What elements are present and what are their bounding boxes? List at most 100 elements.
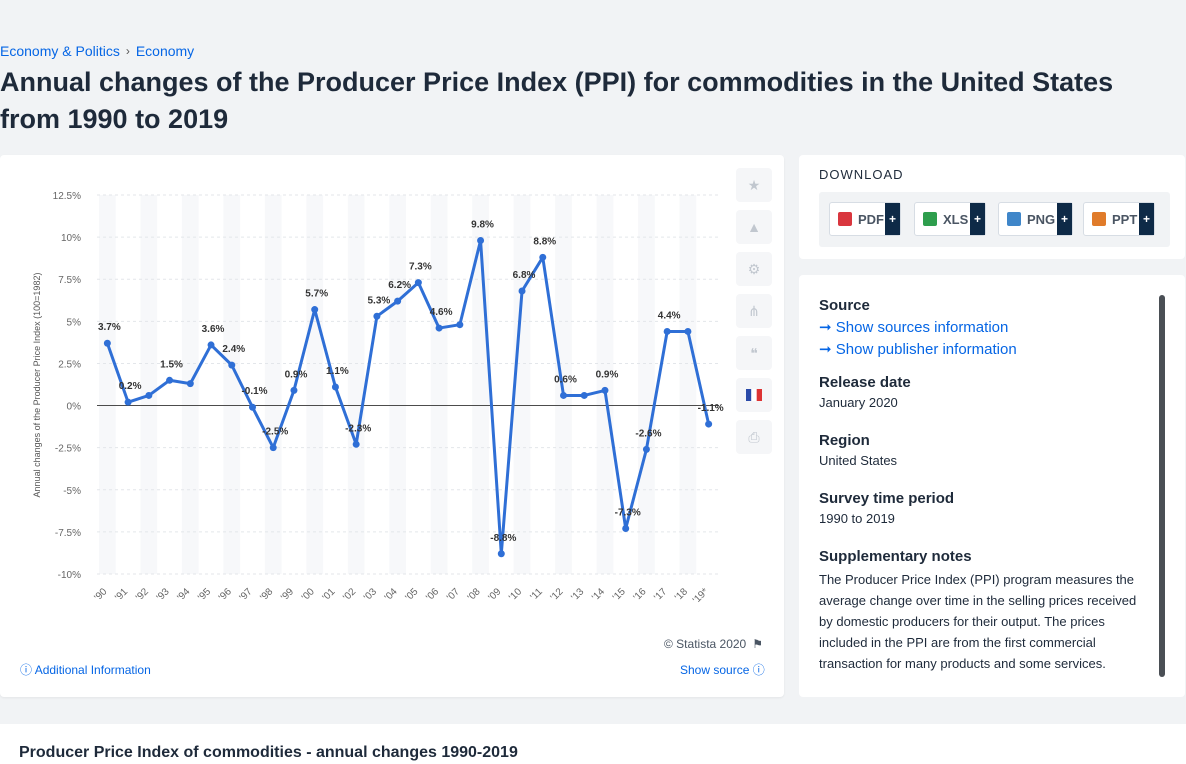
x-tick-label: '04 [383, 586, 400, 603]
ppt-file-icon [1092, 212, 1106, 226]
x-tick-label: '13 [569, 586, 586, 603]
plus-icon[interactable]: + [885, 203, 900, 235]
page-title: Annual changes of the Producer Price Ind… [0, 67, 1114, 134]
x-tick-label: '09 [486, 586, 503, 603]
data-label: 0.9% [285, 369, 308, 380]
x-tick-label: '15 [611, 586, 628, 603]
data-point [684, 327, 692, 335]
data-point [290, 386, 298, 394]
column-band [140, 195, 158, 574]
data-label: -8.8% [490, 533, 516, 544]
data-point [705, 420, 713, 428]
favorite-star-icon[interactable]: ★ [736, 168, 772, 202]
download-png-button[interactable]: PNG + [998, 202, 1073, 236]
data-point [166, 376, 174, 384]
data-point [207, 341, 215, 349]
plus-icon[interactable]: + [1057, 203, 1072, 235]
x-tick-label: '18 [673, 586, 690, 603]
column-band [430, 195, 448, 574]
x-tick-label: '06 [424, 586, 441, 603]
data-point [352, 440, 360, 448]
show-sources-label: Show sources information [835, 319, 1009, 336]
data-label: 3.6% [202, 324, 225, 335]
flag-report-icon[interactable]: ⚑ [752, 637, 763, 651]
data-label: 6.2% [388, 280, 411, 291]
data-point [580, 391, 588, 399]
plus-icon[interactable]: + [1139, 203, 1154, 235]
data-point [456, 321, 464, 329]
show-source-link[interactable]: Show source ⓘ [680, 661, 765, 678]
supplementary-notes-heading: Supplementary notes [819, 548, 972, 565]
column-band [389, 195, 406, 574]
info-scrollbar-thumb[interactable] [1159, 295, 1165, 677]
related-section: Producer Price Index of commodities - an… [0, 724, 1186, 764]
french-flag-icon[interactable] [736, 378, 772, 412]
download-heading: DOWNLOAD [819, 167, 904, 182]
download-xls-button[interactable]: XLS + [914, 202, 986, 236]
column-band [223, 195, 241, 574]
data-point [394, 297, 402, 305]
y-tick-label: 10% [61, 233, 81, 244]
x-tick-label: '16 [632, 586, 649, 603]
data-point [518, 287, 526, 295]
breadcrumb: Economy & Politics › Economy [0, 43, 194, 59]
copyright-notice: © Statista 2020 ⚑ [664, 637, 763, 651]
x-tick-label: '05 [403, 586, 420, 603]
breadcrumb-economy-politics[interactable]: Economy & Politics [0, 43, 120, 59]
x-tick-label: '99 [279, 586, 296, 603]
data-point [269, 444, 277, 452]
y-tick-label: 7.5% [58, 275, 81, 286]
region-value: United States [819, 453, 898, 468]
show-publisher-link[interactable]: ➞ Show publisher information [819, 340, 1139, 358]
print-icon[interactable]: ⎙ [736, 420, 772, 454]
data-point [311, 306, 319, 314]
data-label: 5.3% [368, 295, 391, 306]
download-buttons: PDF + XLS + PNG + PPT + [819, 192, 1170, 247]
download-png-label: PNG [1027, 211, 1056, 227]
info-scrollbar[interactable] [1159, 295, 1165, 677]
arrow-right-icon: ➞ [819, 341, 836, 358]
info-icon: ⓘ [752, 663, 765, 677]
data-point [103, 339, 111, 347]
line-chart: 12.5% 10% 7.5% 5% 2.5% 0% -2.5% -5% -7.5% -10% Ann… [32, 191, 724, 606]
supplementary-notes-text: The Producer Price Index (PPI) program m… [819, 572, 1137, 671]
settings-gear-icon[interactable]: ⚙ [736, 252, 772, 286]
data-label: 0.6% [554, 374, 577, 385]
data-point [435, 324, 443, 332]
download-ppt-label: PPT [1112, 211, 1138, 227]
data-point [642, 445, 650, 453]
data-label: -0.1% [241, 386, 267, 397]
x-tick-label: '19* [691, 586, 711, 606]
download-pdf-button[interactable]: PDF + [829, 202, 901, 236]
data-label: 4.6% [430, 307, 453, 318]
x-tick-label: '97 [238, 586, 255, 603]
additional-information-link[interactable]: ⓘ Additional Information [20, 661, 151, 678]
chart-toolbar: ★ ▲ ⚙ ⋔ ❝ ⎙ [736, 168, 772, 462]
download-ppt-button[interactable]: PPT + [1083, 202, 1155, 236]
x-tick-label: '10 [507, 586, 524, 603]
data-point [331, 383, 339, 391]
data-point [373, 312, 381, 320]
data-label: 5.7% [305, 289, 328, 300]
plus-icon[interactable]: + [970, 203, 985, 235]
x-tick-label: '96 [217, 586, 234, 603]
y-tick-label: 0% [67, 402, 82, 413]
arrow-right-icon: ➞ [819, 319, 836, 336]
x-tick-label: '92 [134, 586, 151, 603]
data-label: 7.3% [409, 262, 432, 273]
breadcrumb-separator: › [125, 44, 130, 58]
x-tick-label: '90 [92, 586, 109, 603]
y-tick-label: -10% [58, 570, 81, 581]
share-icon[interactable]: ⋔ [736, 294, 772, 328]
notification-bell-icon[interactable]: ▲ [736, 210, 772, 244]
x-tick-label: '02 [341, 586, 358, 603]
show-sources-link[interactable]: ➞ Show sources information [819, 318, 1139, 336]
data-point [145, 391, 153, 399]
x-tick-label: '93 [155, 586, 172, 603]
citation-quote-icon[interactable]: ❝ [736, 336, 772, 370]
additional-information-label: Additional Information [34, 663, 151, 677]
data-label: 0.2% [119, 381, 142, 392]
column-band [306, 195, 324, 574]
chart-card: 12.5% 10% 7.5% 5% 2.5% 0% -2.5% -5% -7.5% -10% Ann… [0, 155, 784, 697]
breadcrumb-economy[interactable]: Economy [135, 43, 195, 59]
